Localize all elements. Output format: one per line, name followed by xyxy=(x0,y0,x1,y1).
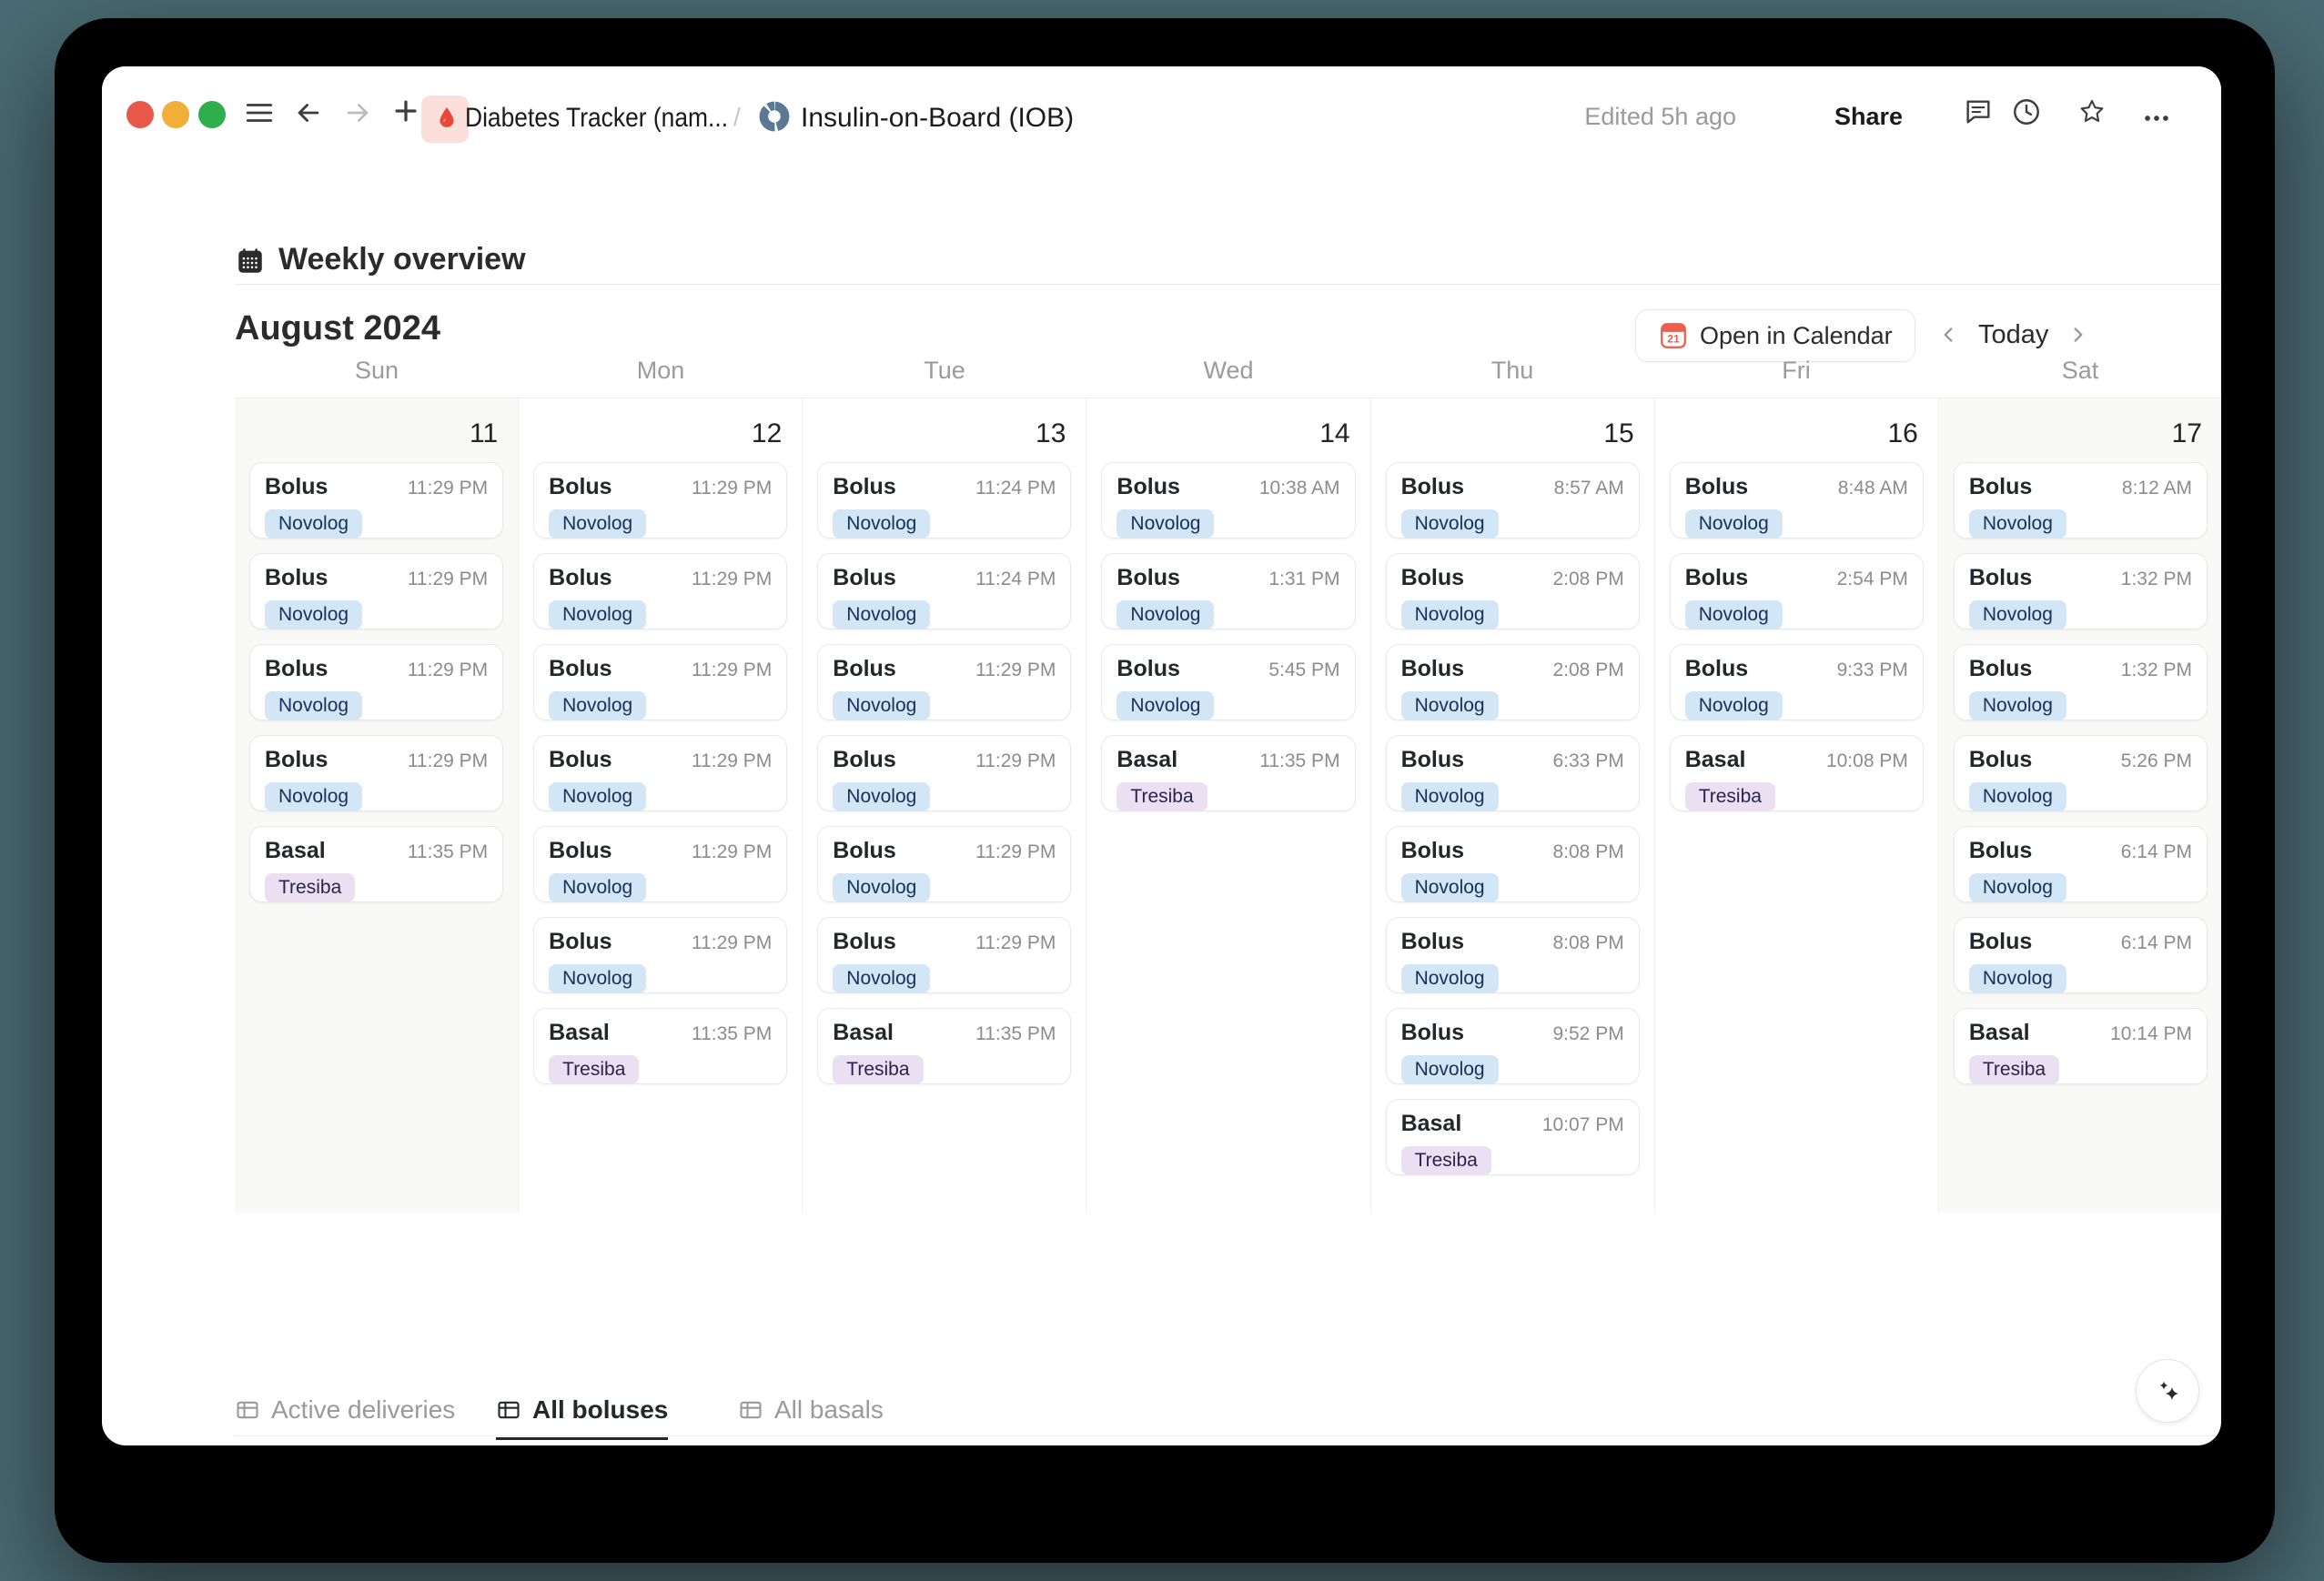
svg-text:21: 21 xyxy=(1667,333,1680,346)
